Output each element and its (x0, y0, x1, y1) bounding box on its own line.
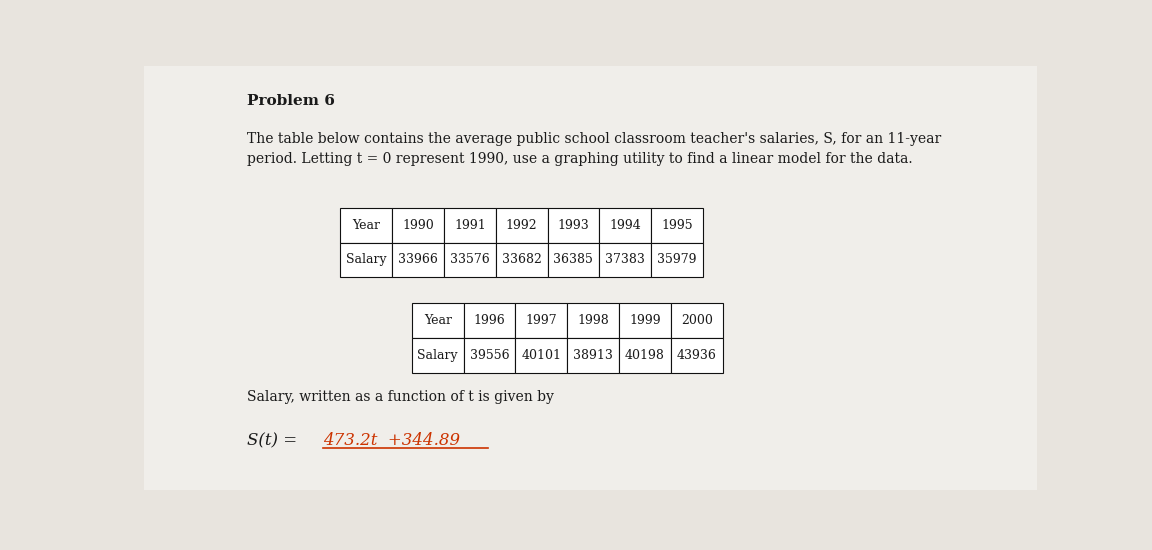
FancyBboxPatch shape (144, 66, 1037, 490)
Text: Salary: Salary (346, 254, 387, 266)
Bar (670, 303, 722, 338)
Text: Year: Year (353, 219, 380, 232)
Text: Salary: Salary (417, 349, 458, 362)
Bar (444, 243, 495, 277)
Text: 33682: 33682 (502, 254, 541, 266)
Text: 37383: 37383 (605, 254, 645, 266)
Text: S(t) =: S(t) = (247, 432, 302, 449)
Text: Problem 6: Problem 6 (247, 94, 334, 108)
Bar (567, 303, 619, 338)
Bar (495, 243, 547, 277)
Bar (547, 208, 599, 243)
Text: 2000: 2000 (681, 314, 713, 327)
Bar (392, 208, 444, 243)
Text: 33966: 33966 (399, 254, 438, 266)
Text: 1991: 1991 (454, 219, 486, 232)
Bar (651, 208, 703, 243)
Bar (619, 338, 670, 372)
Text: 35979: 35979 (658, 254, 697, 266)
Bar (651, 243, 703, 277)
Text: 33576: 33576 (450, 254, 490, 266)
Bar (619, 303, 670, 338)
Bar (341, 208, 392, 243)
Bar (515, 303, 567, 338)
Text: 1994: 1994 (609, 219, 642, 232)
Bar (599, 243, 651, 277)
Bar (567, 338, 619, 372)
Bar (412, 303, 463, 338)
Text: 36385: 36385 (553, 254, 593, 266)
Bar (463, 338, 515, 372)
Bar (495, 208, 547, 243)
Text: 1998: 1998 (577, 314, 609, 327)
Text: 1990: 1990 (402, 219, 434, 232)
Bar (547, 243, 599, 277)
Text: 43936: 43936 (676, 349, 717, 362)
Text: The table below contains the average public school classroom teacher's salaries,: The table below contains the average pub… (247, 131, 941, 166)
Bar (444, 208, 495, 243)
Text: 40101: 40101 (522, 349, 561, 362)
Text: Year: Year (424, 314, 452, 327)
Text: 1999: 1999 (629, 314, 661, 327)
Text: 1995: 1995 (661, 219, 692, 232)
Text: 1993: 1993 (558, 219, 590, 232)
Text: 39556: 39556 (470, 349, 509, 362)
Bar (670, 338, 722, 372)
Bar (463, 303, 515, 338)
Text: 1997: 1997 (525, 314, 558, 327)
Text: 1992: 1992 (506, 219, 538, 232)
Text: 1996: 1996 (473, 314, 506, 327)
Bar (412, 338, 463, 372)
Text: 38913: 38913 (574, 349, 613, 362)
Text: Salary, written as a function of t is given by: Salary, written as a function of t is gi… (247, 390, 554, 404)
Bar (341, 243, 392, 277)
Bar (392, 243, 444, 277)
Bar (515, 338, 567, 372)
Text: 473.2t  +344.89: 473.2t +344.89 (323, 432, 460, 449)
Bar (599, 208, 651, 243)
Text: 40198: 40198 (624, 349, 665, 362)
